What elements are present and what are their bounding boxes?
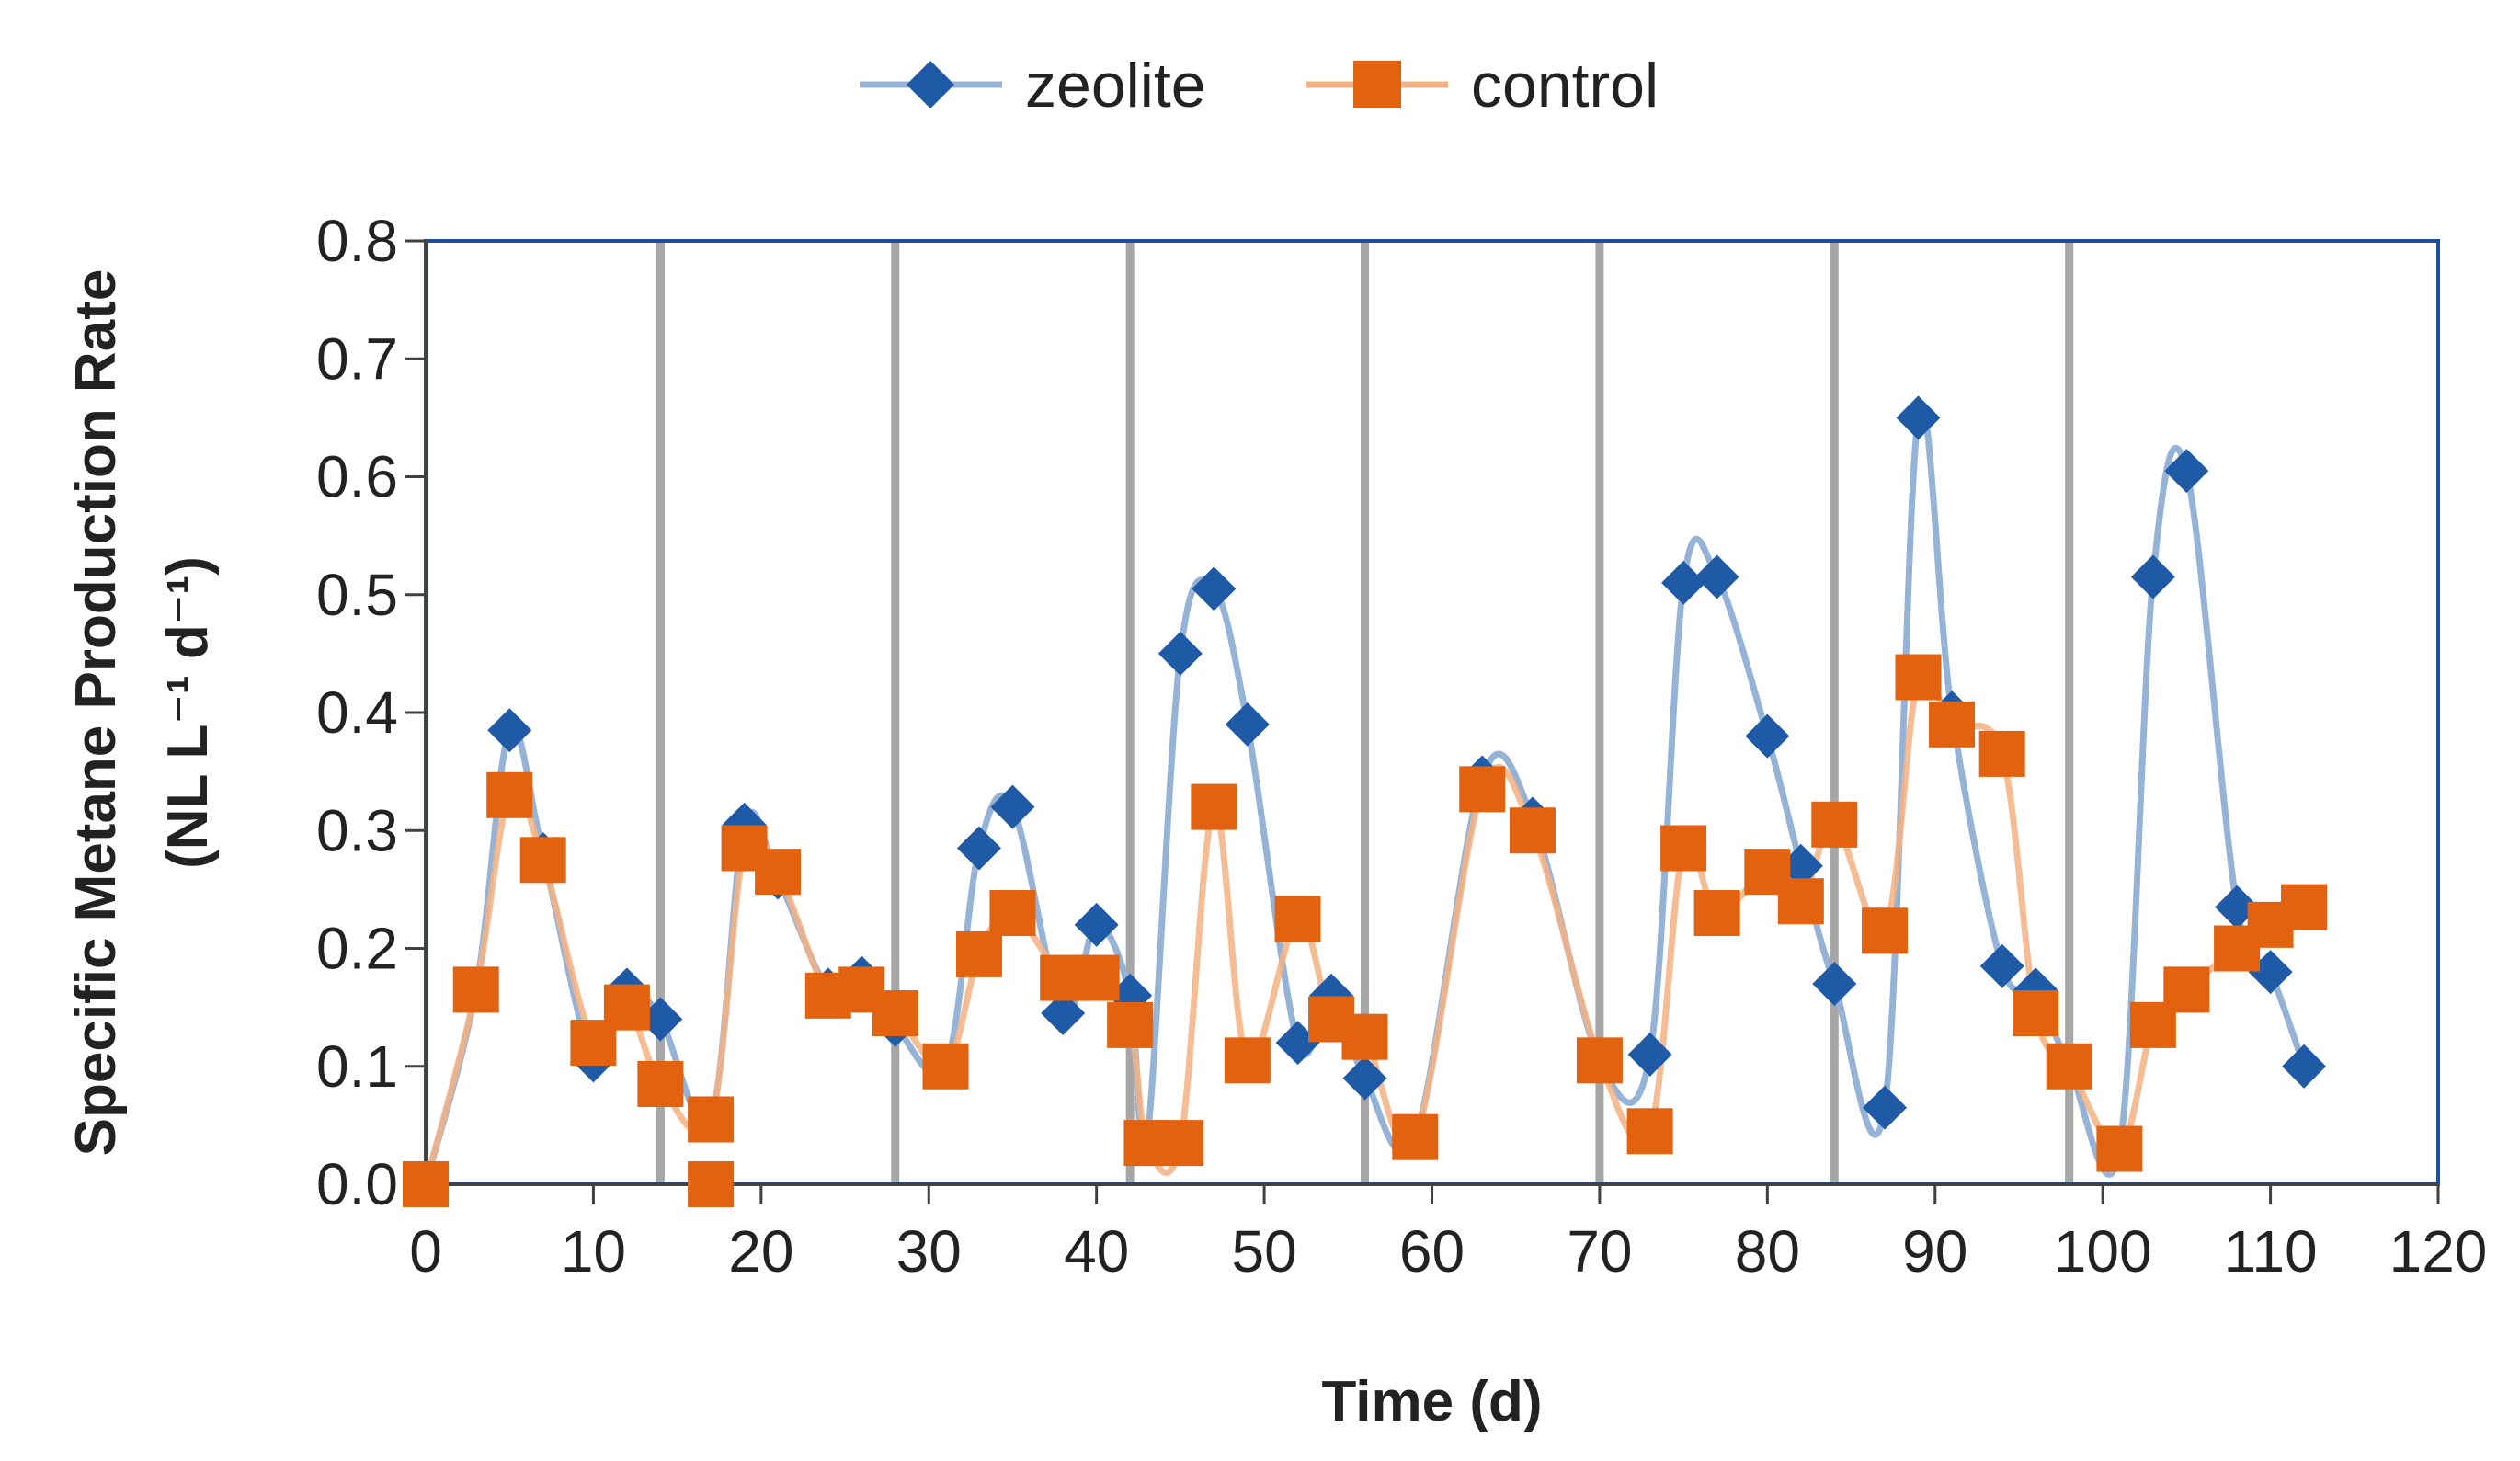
x-tick-label: 110 xyxy=(2224,1218,2318,1284)
zeolite-point xyxy=(1812,961,1857,1006)
y-tick-label: 0.6 xyxy=(316,444,398,510)
y-tick-label: 0.1 xyxy=(316,1033,398,1100)
x-tick-label: 60 xyxy=(1399,1218,1465,1284)
series-markers xyxy=(403,395,2328,1207)
control-point xyxy=(2096,1125,2143,1172)
control-point xyxy=(519,837,566,884)
y-tick-label: 0.0 xyxy=(316,1151,398,1217)
control-point xyxy=(1157,1120,1203,1167)
control-point xyxy=(2281,884,2328,930)
x-tick-label: 100 xyxy=(2054,1218,2152,1284)
legend-zeolite-label: zeolite xyxy=(1025,51,1206,120)
control-point xyxy=(1224,1037,1271,1084)
control-point xyxy=(755,849,802,896)
legend: zeolite control xyxy=(860,51,1659,120)
legend-control-label: control xyxy=(1471,51,1659,120)
control-point xyxy=(1576,1037,1623,1084)
x-tick-label: 0 xyxy=(409,1218,442,1284)
y-axis-units: (NL L⁻¹ d⁻¹) xyxy=(156,556,220,869)
zeolite-point xyxy=(1074,902,1119,947)
control-point xyxy=(637,1060,684,1107)
zeolite-point xyxy=(1342,1056,1387,1101)
x-tick-label: 70 xyxy=(1567,1218,1632,1284)
control-point xyxy=(1862,907,1909,954)
zeolite-point xyxy=(1225,702,1270,747)
zeolite-point xyxy=(1863,1085,1908,1130)
legend-control-marker xyxy=(1353,61,1401,108)
zeolite-point xyxy=(990,784,1035,829)
control-point xyxy=(688,1096,735,1143)
x-tick-label: 40 xyxy=(1064,1218,1129,1284)
control-point xyxy=(1392,1113,1439,1160)
y-tick-label: 0.2 xyxy=(316,916,398,982)
x-tick-label: 50 xyxy=(1231,1218,1296,1284)
zeolite-point xyxy=(1979,943,2024,988)
x-tick-label: 120 xyxy=(2389,1218,2488,1284)
control-point xyxy=(1777,878,1824,925)
control-point xyxy=(1107,1001,1154,1048)
control-point xyxy=(872,990,918,1037)
control-point xyxy=(1660,825,1707,872)
control-point xyxy=(2013,990,2059,1037)
control-point xyxy=(1274,896,1321,942)
control-point xyxy=(922,1043,969,1090)
y-axis-title: Specific Metane Production Rate xyxy=(64,269,128,1157)
control-point xyxy=(486,771,533,818)
zeolite-point xyxy=(1192,566,1237,611)
zeolite-point xyxy=(1745,713,1790,759)
x-tick-label: 10 xyxy=(561,1218,626,1284)
zeolite-point xyxy=(487,708,532,753)
control-point xyxy=(452,966,499,1013)
x-tick-label: 20 xyxy=(728,1218,793,1284)
zeolite-point xyxy=(1661,560,1706,605)
control-point xyxy=(1626,1108,1673,1155)
zeolite-point xyxy=(1896,395,1941,440)
x-tick-label: 30 xyxy=(896,1218,962,1284)
control-point xyxy=(1811,801,1858,848)
control-point xyxy=(603,984,650,1031)
control-point xyxy=(955,930,1002,977)
y-tick-label: 0.4 xyxy=(316,679,398,746)
zeolite-point xyxy=(2130,554,2175,599)
control-point xyxy=(1341,1013,1388,1060)
zeolite-point xyxy=(1627,1032,1672,1077)
zeolite-point xyxy=(2282,1044,2327,1089)
control-point xyxy=(1509,807,1556,854)
period-lines xyxy=(656,241,2074,1184)
x-tick-label: 80 xyxy=(1735,1218,1800,1284)
y-tick-label: 0.5 xyxy=(316,562,398,628)
control-point xyxy=(1895,654,1942,701)
zeolite-point xyxy=(2164,449,2209,494)
control-point xyxy=(1928,701,1975,748)
control-point xyxy=(989,890,1036,937)
y-tick-label: 0.3 xyxy=(316,797,398,863)
y-tick-label: 0.7 xyxy=(316,325,398,392)
zeolite-point xyxy=(1694,554,1739,599)
control-point xyxy=(688,1161,735,1207)
zeolite-point xyxy=(1041,991,1086,1036)
control-point xyxy=(1693,890,1740,937)
control-point xyxy=(2163,966,2210,1013)
x-axis-title: Time (d) xyxy=(1322,1370,1543,1433)
control-point xyxy=(1459,766,1506,813)
control-point xyxy=(1073,954,1120,1001)
control-point xyxy=(1978,730,2025,777)
zeolite-point xyxy=(956,826,1001,871)
y-axis: 0.0 0.1 0.2 0.3 0.4 0.5 0.6 0.7 0.8 xyxy=(316,208,428,1217)
control-point xyxy=(1191,783,1237,830)
control-point xyxy=(403,1161,449,1207)
legend-zeolite-marker xyxy=(907,61,954,108)
y-tick-label: 0.8 xyxy=(316,208,398,274)
x-tick-label: 90 xyxy=(1902,1218,1967,1284)
x-axis: 0 10 20 30 40 50 60 70 80 90 100 110 120 xyxy=(409,1182,2488,1284)
zeolite-point xyxy=(1157,631,1203,676)
control-point xyxy=(2046,1043,2092,1090)
